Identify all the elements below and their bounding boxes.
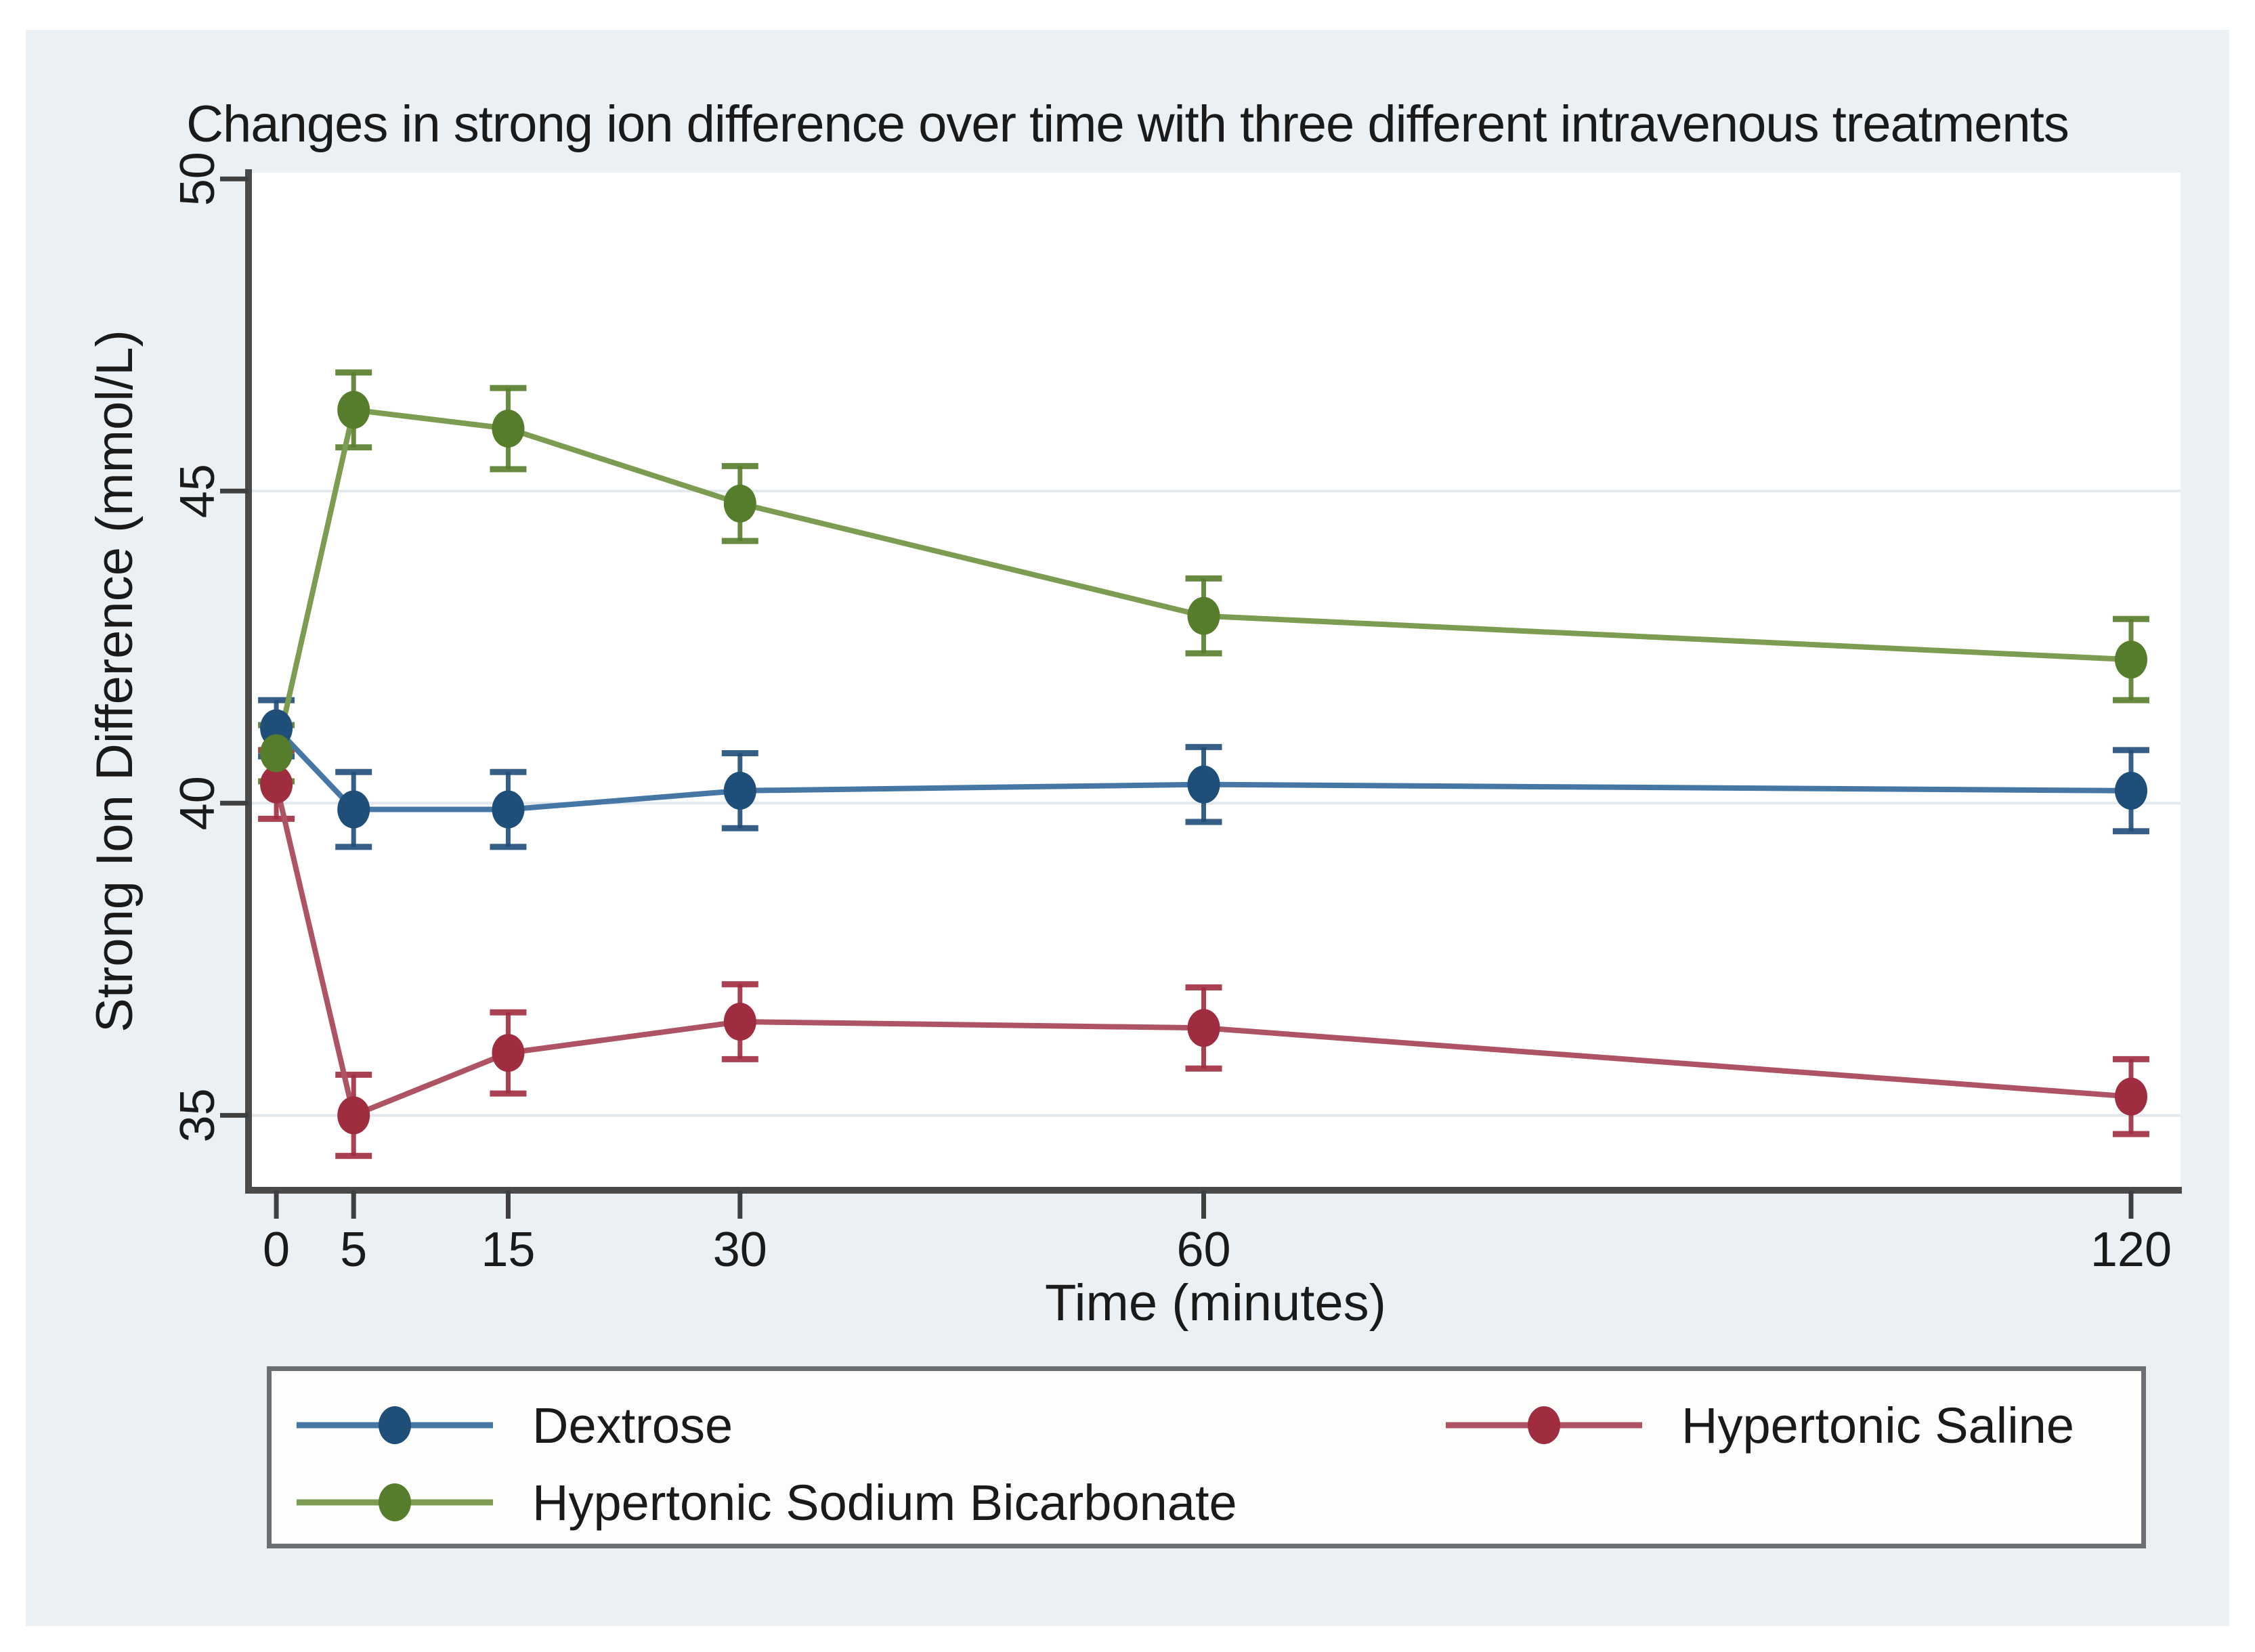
legend-entry-hypertonic-saline: Hypertonic Saline xyxy=(1446,1395,2074,1456)
data-point xyxy=(1187,765,1220,804)
legend-label: Hypertonic Saline xyxy=(1681,1397,2074,1454)
legend: Dextrose Hypertonic Saline Hypertonic So… xyxy=(267,1366,2146,1548)
x-tick-label: 60 xyxy=(1176,1223,1230,1277)
data-point xyxy=(337,790,370,829)
series-lines xyxy=(274,406,2132,1119)
data-point xyxy=(2114,1077,2147,1116)
data-point xyxy=(337,391,370,429)
data-point xyxy=(337,1096,370,1135)
y-tick-label: 50 xyxy=(171,152,225,206)
data-point xyxy=(723,1003,756,1041)
data-point xyxy=(2114,771,2147,810)
y-tick-label: 45 xyxy=(171,464,225,518)
x-tick-label: 15 xyxy=(481,1223,535,1277)
series-line xyxy=(274,726,2131,812)
x-axis-title: Time (minutes) xyxy=(1045,1274,1386,1332)
x-tick-label: 5 xyxy=(340,1223,367,1277)
legend-symbol xyxy=(1446,1406,1642,1444)
legend-marker-icon xyxy=(1528,1406,1560,1444)
legend-marker-icon xyxy=(379,1406,411,1444)
legend-label: Hypertonic Sodium Bicarbonate xyxy=(532,1474,1237,1531)
x-tick-label: 0 xyxy=(263,1223,290,1277)
data-point xyxy=(492,1034,525,1072)
legend-symbol xyxy=(297,1406,493,1444)
legend-entry-hypertonic-sodium-bicarbonate: Hypertonic Sodium Bicarbonate xyxy=(297,1472,1237,1533)
y-tick-label: 40 xyxy=(171,776,225,830)
legend-entry-dextrose: Dextrose xyxy=(297,1395,733,1456)
series-line xyxy=(274,783,2132,1119)
x-tick-label: 120 xyxy=(2090,1223,2172,1277)
tick-labels: 35 40 45 50 0 5 15 30 60 120 xyxy=(171,152,2172,1277)
x-tick-label: 30 xyxy=(713,1223,767,1277)
y-tick-label: 35 xyxy=(171,1088,225,1142)
data-point xyxy=(492,790,525,829)
data-point xyxy=(723,484,756,523)
legend-label: Dextrose xyxy=(532,1397,733,1454)
tick-marks xyxy=(220,176,2134,1219)
y-axis-title: Strong Ion Difference (mmol/L) xyxy=(86,330,144,1032)
data-point xyxy=(492,410,525,448)
chart-title: Changes in strong ion difference over ti… xyxy=(186,95,2069,153)
legend-symbol xyxy=(297,1483,493,1521)
series-line xyxy=(274,406,2132,754)
data-point xyxy=(1187,1009,1220,1047)
data-point xyxy=(1187,596,1220,635)
data-point xyxy=(260,734,293,773)
data-point xyxy=(723,771,756,810)
legend-marker-icon xyxy=(379,1483,411,1521)
series-markers xyxy=(260,391,2147,1135)
data-point xyxy=(2114,640,2147,679)
data-point xyxy=(260,765,293,804)
